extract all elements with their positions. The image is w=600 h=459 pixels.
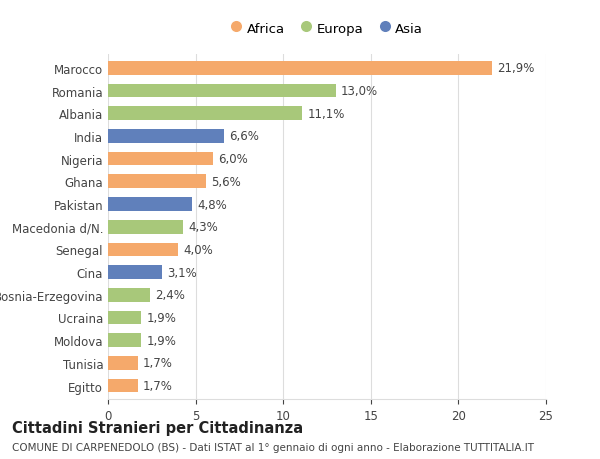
Text: 6,6%: 6,6% <box>229 130 259 143</box>
Text: 13,0%: 13,0% <box>341 85 378 98</box>
Text: 2,4%: 2,4% <box>155 289 185 302</box>
Bar <box>108 130 224 143</box>
Bar <box>108 243 178 257</box>
Text: 1,9%: 1,9% <box>146 311 176 324</box>
Text: 21,9%: 21,9% <box>497 62 535 75</box>
Text: 1,9%: 1,9% <box>146 334 176 347</box>
Bar <box>108 311 141 325</box>
Text: COMUNE DI CARPENEDOLO (BS) - Dati ISTAT al 1° gennaio di ogni anno - Elaborazion: COMUNE DI CARPENEDOLO (BS) - Dati ISTAT … <box>12 442 534 452</box>
Text: 1,7%: 1,7% <box>143 379 173 392</box>
Bar <box>108 107 302 121</box>
Bar <box>108 84 336 98</box>
Bar <box>108 62 491 75</box>
Text: 4,3%: 4,3% <box>188 221 218 234</box>
Legend: Africa, Europa, Asia: Africa, Europa, Asia <box>226 17 428 41</box>
Text: 5,6%: 5,6% <box>211 175 241 188</box>
Bar <box>108 266 163 279</box>
Bar <box>108 220 184 234</box>
Text: 11,1%: 11,1% <box>308 107 345 120</box>
Text: 6,0%: 6,0% <box>218 153 248 166</box>
Bar <box>108 198 192 211</box>
Bar <box>108 379 138 392</box>
Bar <box>108 175 206 189</box>
Text: 4,8%: 4,8% <box>197 198 227 211</box>
Text: Cittadini Stranieri per Cittadinanza: Cittadini Stranieri per Cittadinanza <box>12 420 303 435</box>
Bar <box>108 334 141 347</box>
Bar <box>108 356 138 370</box>
Bar <box>108 288 150 302</box>
Bar <box>108 152 213 166</box>
Text: 1,7%: 1,7% <box>143 357 173 369</box>
Text: 3,1%: 3,1% <box>167 266 197 279</box>
Text: 4,0%: 4,0% <box>184 243 213 256</box>
